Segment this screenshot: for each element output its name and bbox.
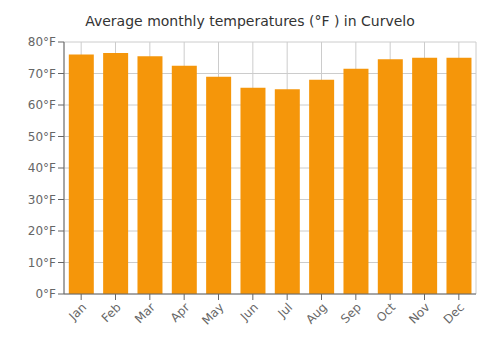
svg-text:Jun: Jun [237,300,261,324]
svg-text:80°F: 80°F [28,35,56,49]
html-text:Average monthly temperatures (: Average monthly temperatures (°F ) in Cu… [85,13,415,29]
svg-text:May: May [199,300,226,327]
svg-text:20°F: 20°F [28,224,56,238]
svg-text:Mar: Mar [132,300,158,326]
svg-text:Nov: Nov [406,300,432,326]
svg-text:Sep: Sep [338,300,364,326]
svg-text:50°F: 50°F [28,130,56,144]
svg-text:Jul: Jul [274,300,295,321]
svg-text:10°F: 10°F [28,256,56,270]
svg-text:60°F: 60°F [28,98,56,112]
svg-text:Feb: Feb [99,300,124,325]
svg-text:Jan: Jan [66,300,90,324]
svg-text:Apr: Apr [168,300,193,325]
svg-text:0°F: 0°F [35,287,56,301]
svg-text:Dec: Dec [441,300,467,326]
svg-text:Aug: Aug [303,300,329,326]
svg-text:70°F: 70°F [28,67,56,81]
svg-text:40°F: 40°F [28,161,56,175]
svg-text:Oct: Oct [374,300,399,325]
svg-text:30°F: 30°F [28,193,56,207]
